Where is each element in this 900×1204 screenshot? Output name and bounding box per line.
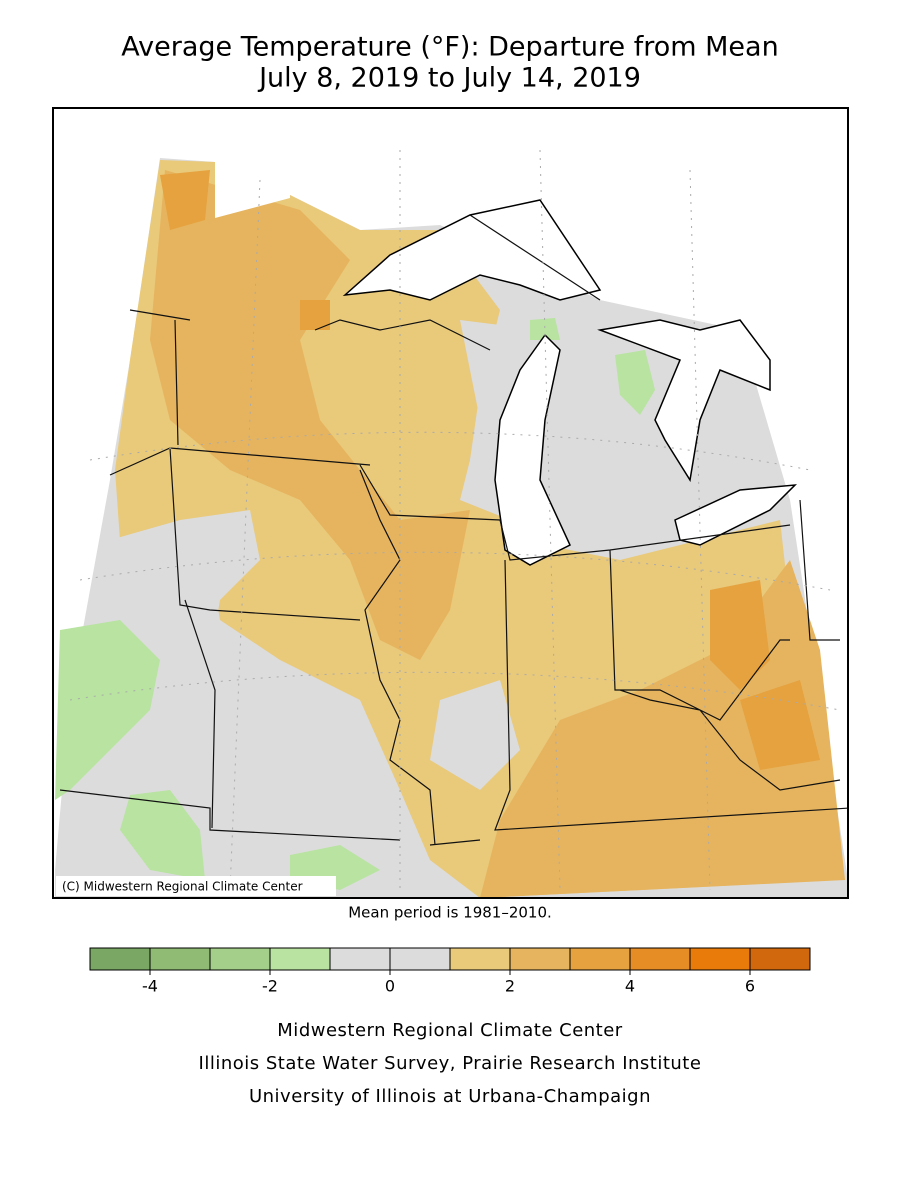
region-dark-orange	[160, 170, 820, 770]
region-orange	[150, 170, 470, 660]
title-line: Average Temperature (°F): Departure from…	[121, 32, 778, 63]
mean-period-note: Mean period is 1981–2010.	[348, 904, 552, 922]
credit: (C) Midwestern Regional Climate Center	[62, 880, 303, 894]
legend-tick-label: 0	[385, 977, 395, 996]
state-border	[59, 214, 847, 846]
map: (C) Midwestern Regional Climate Center	[52, 107, 849, 899]
legend-bin	[209, 947, 271, 971]
lake	[342, 199, 602, 301]
legend-tick-label: -4	[142, 977, 158, 996]
footer-line: Midwestern Regional Climate Center	[277, 1020, 623, 1041]
legend-bin	[689, 947, 751, 971]
legend-bin	[329, 947, 391, 971]
legend-tick-label: 6	[745, 977, 755, 996]
title-line: July 8, 2019 to July 14, 2019	[257, 63, 641, 94]
legend-bin	[749, 947, 811, 971]
legend-bin	[569, 947, 631, 971]
land-white	[215, 160, 290, 218]
footer-line: Illinois State Water Survey, Prairie Res…	[199, 1053, 702, 1074]
legend-bin	[449, 947, 511, 971]
legend-tick-label: 4	[625, 977, 635, 996]
graticule	[69, 149, 841, 891]
lake	[597, 319, 771, 483]
legend-bin	[89, 947, 151, 971]
region-grey	[90, 320, 700, 790]
color-legend: -4 -2 0 2 4 6	[89, 947, 811, 996]
legend-tick-label: -2	[262, 977, 278, 996]
legend-bin	[389, 947, 451, 971]
legend-bin	[149, 947, 211, 971]
footer-line: University of Illinois at Urbana-Champai…	[249, 1086, 651, 1107]
legend-tick-label: 2	[505, 977, 515, 996]
legend-bin	[509, 947, 571, 971]
legend-bin	[269, 947, 331, 971]
credit-box	[56, 876, 336, 896]
legend-bin	[629, 947, 691, 971]
